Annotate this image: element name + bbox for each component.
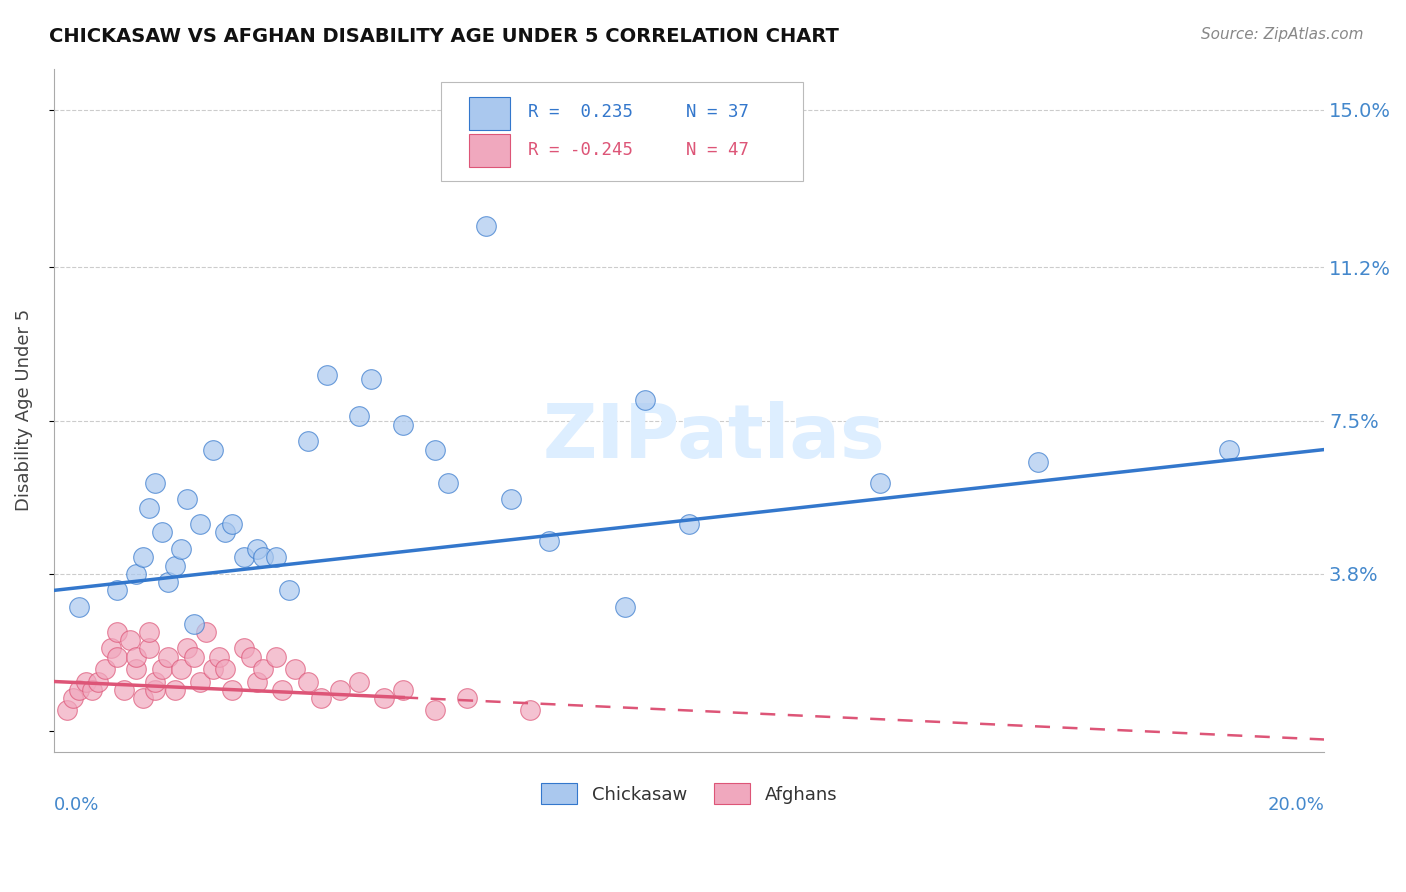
Point [145, 475, 167, 490]
Point [183, 649, 205, 664]
Point [195, 624, 218, 639]
Text: R = -0.245: R = -0.245 [527, 141, 633, 159]
Point [297, 674, 319, 689]
Point [170, 662, 193, 676]
FancyBboxPatch shape [441, 82, 803, 181]
Point [87, 674, 110, 689]
Point [201, 662, 224, 676]
Point [138, 624, 160, 639]
Point [67, 682, 90, 697]
Point [456, 691, 478, 706]
Point [118, 633, 141, 648]
Point [519, 704, 541, 718]
FancyBboxPatch shape [470, 135, 510, 168]
Point [347, 674, 370, 689]
Point [264, 649, 287, 664]
Point [264, 550, 287, 565]
Point [163, 682, 186, 697]
Point [145, 682, 167, 697]
Point [678, 517, 700, 532]
Point [423, 442, 446, 457]
Text: N = 37: N = 37 [686, 103, 749, 121]
Point [538, 533, 561, 548]
Point [633, 392, 655, 407]
Point [233, 641, 256, 656]
Text: CHICKASAW VS AFGHAN DISABILITY AGE UNDER 5 CORRELATION CHART: CHICKASAW VS AFGHAN DISABILITY AGE UNDER… [49, 27, 839, 45]
Point [93, 662, 115, 676]
Point [309, 691, 332, 706]
Point [423, 704, 446, 718]
Point [252, 662, 274, 676]
Point [150, 662, 173, 676]
Point [176, 492, 198, 507]
Point [221, 517, 243, 532]
Point [105, 583, 128, 598]
Point [252, 550, 274, 565]
Point [157, 575, 180, 590]
Point [157, 649, 180, 664]
Point [436, 475, 458, 490]
Point [869, 475, 891, 490]
Point [208, 649, 231, 664]
Point [105, 649, 128, 664]
Point [373, 691, 395, 706]
Point [246, 674, 269, 689]
Point [329, 682, 352, 697]
Point [239, 649, 262, 664]
Point [277, 583, 299, 598]
Point [125, 566, 148, 581]
Point [392, 682, 415, 697]
Point [100, 641, 122, 656]
Point [1218, 442, 1240, 457]
Point [170, 541, 193, 556]
Point [150, 525, 173, 540]
Point [297, 434, 319, 449]
Point [316, 368, 339, 382]
Text: Source: ZipAtlas.com: Source: ZipAtlas.com [1201, 27, 1364, 42]
Point [105, 624, 128, 639]
Point [474, 219, 496, 233]
Point [125, 649, 148, 664]
Point [501, 492, 523, 507]
Point [201, 442, 224, 457]
Point [125, 662, 148, 676]
Point [132, 691, 155, 706]
Text: 20.0%: 20.0% [1267, 797, 1324, 814]
Point [271, 682, 294, 697]
Point [163, 558, 186, 573]
Point [145, 674, 167, 689]
Point [188, 674, 211, 689]
Point [138, 641, 160, 656]
Point [55, 704, 77, 718]
Point [138, 500, 160, 515]
Point [392, 417, 415, 432]
Text: R =  0.235: R = 0.235 [527, 103, 633, 121]
Text: N = 47: N = 47 [686, 141, 749, 159]
Y-axis label: Disability Age Under 5: Disability Age Under 5 [15, 310, 32, 511]
Point [214, 525, 236, 540]
Text: 0.0%: 0.0% [53, 797, 100, 814]
Point [188, 517, 211, 532]
Point [233, 550, 256, 565]
Point [67, 599, 90, 614]
Point [614, 599, 637, 614]
Point [347, 409, 370, 424]
Point [360, 372, 382, 386]
Point [75, 674, 97, 689]
Point [221, 682, 243, 697]
Point [80, 682, 103, 697]
Point [183, 616, 205, 631]
Point [112, 682, 135, 697]
Text: ZIPatlas: ZIPatlas [543, 401, 886, 474]
Legend: Chickasaw, Afghans: Chickasaw, Afghans [534, 776, 844, 811]
Point [132, 550, 155, 565]
Point [284, 662, 307, 676]
FancyBboxPatch shape [470, 97, 510, 129]
Point [62, 691, 84, 706]
Point [1026, 455, 1049, 469]
Point [176, 641, 198, 656]
Point [246, 541, 269, 556]
Point [214, 662, 236, 676]
